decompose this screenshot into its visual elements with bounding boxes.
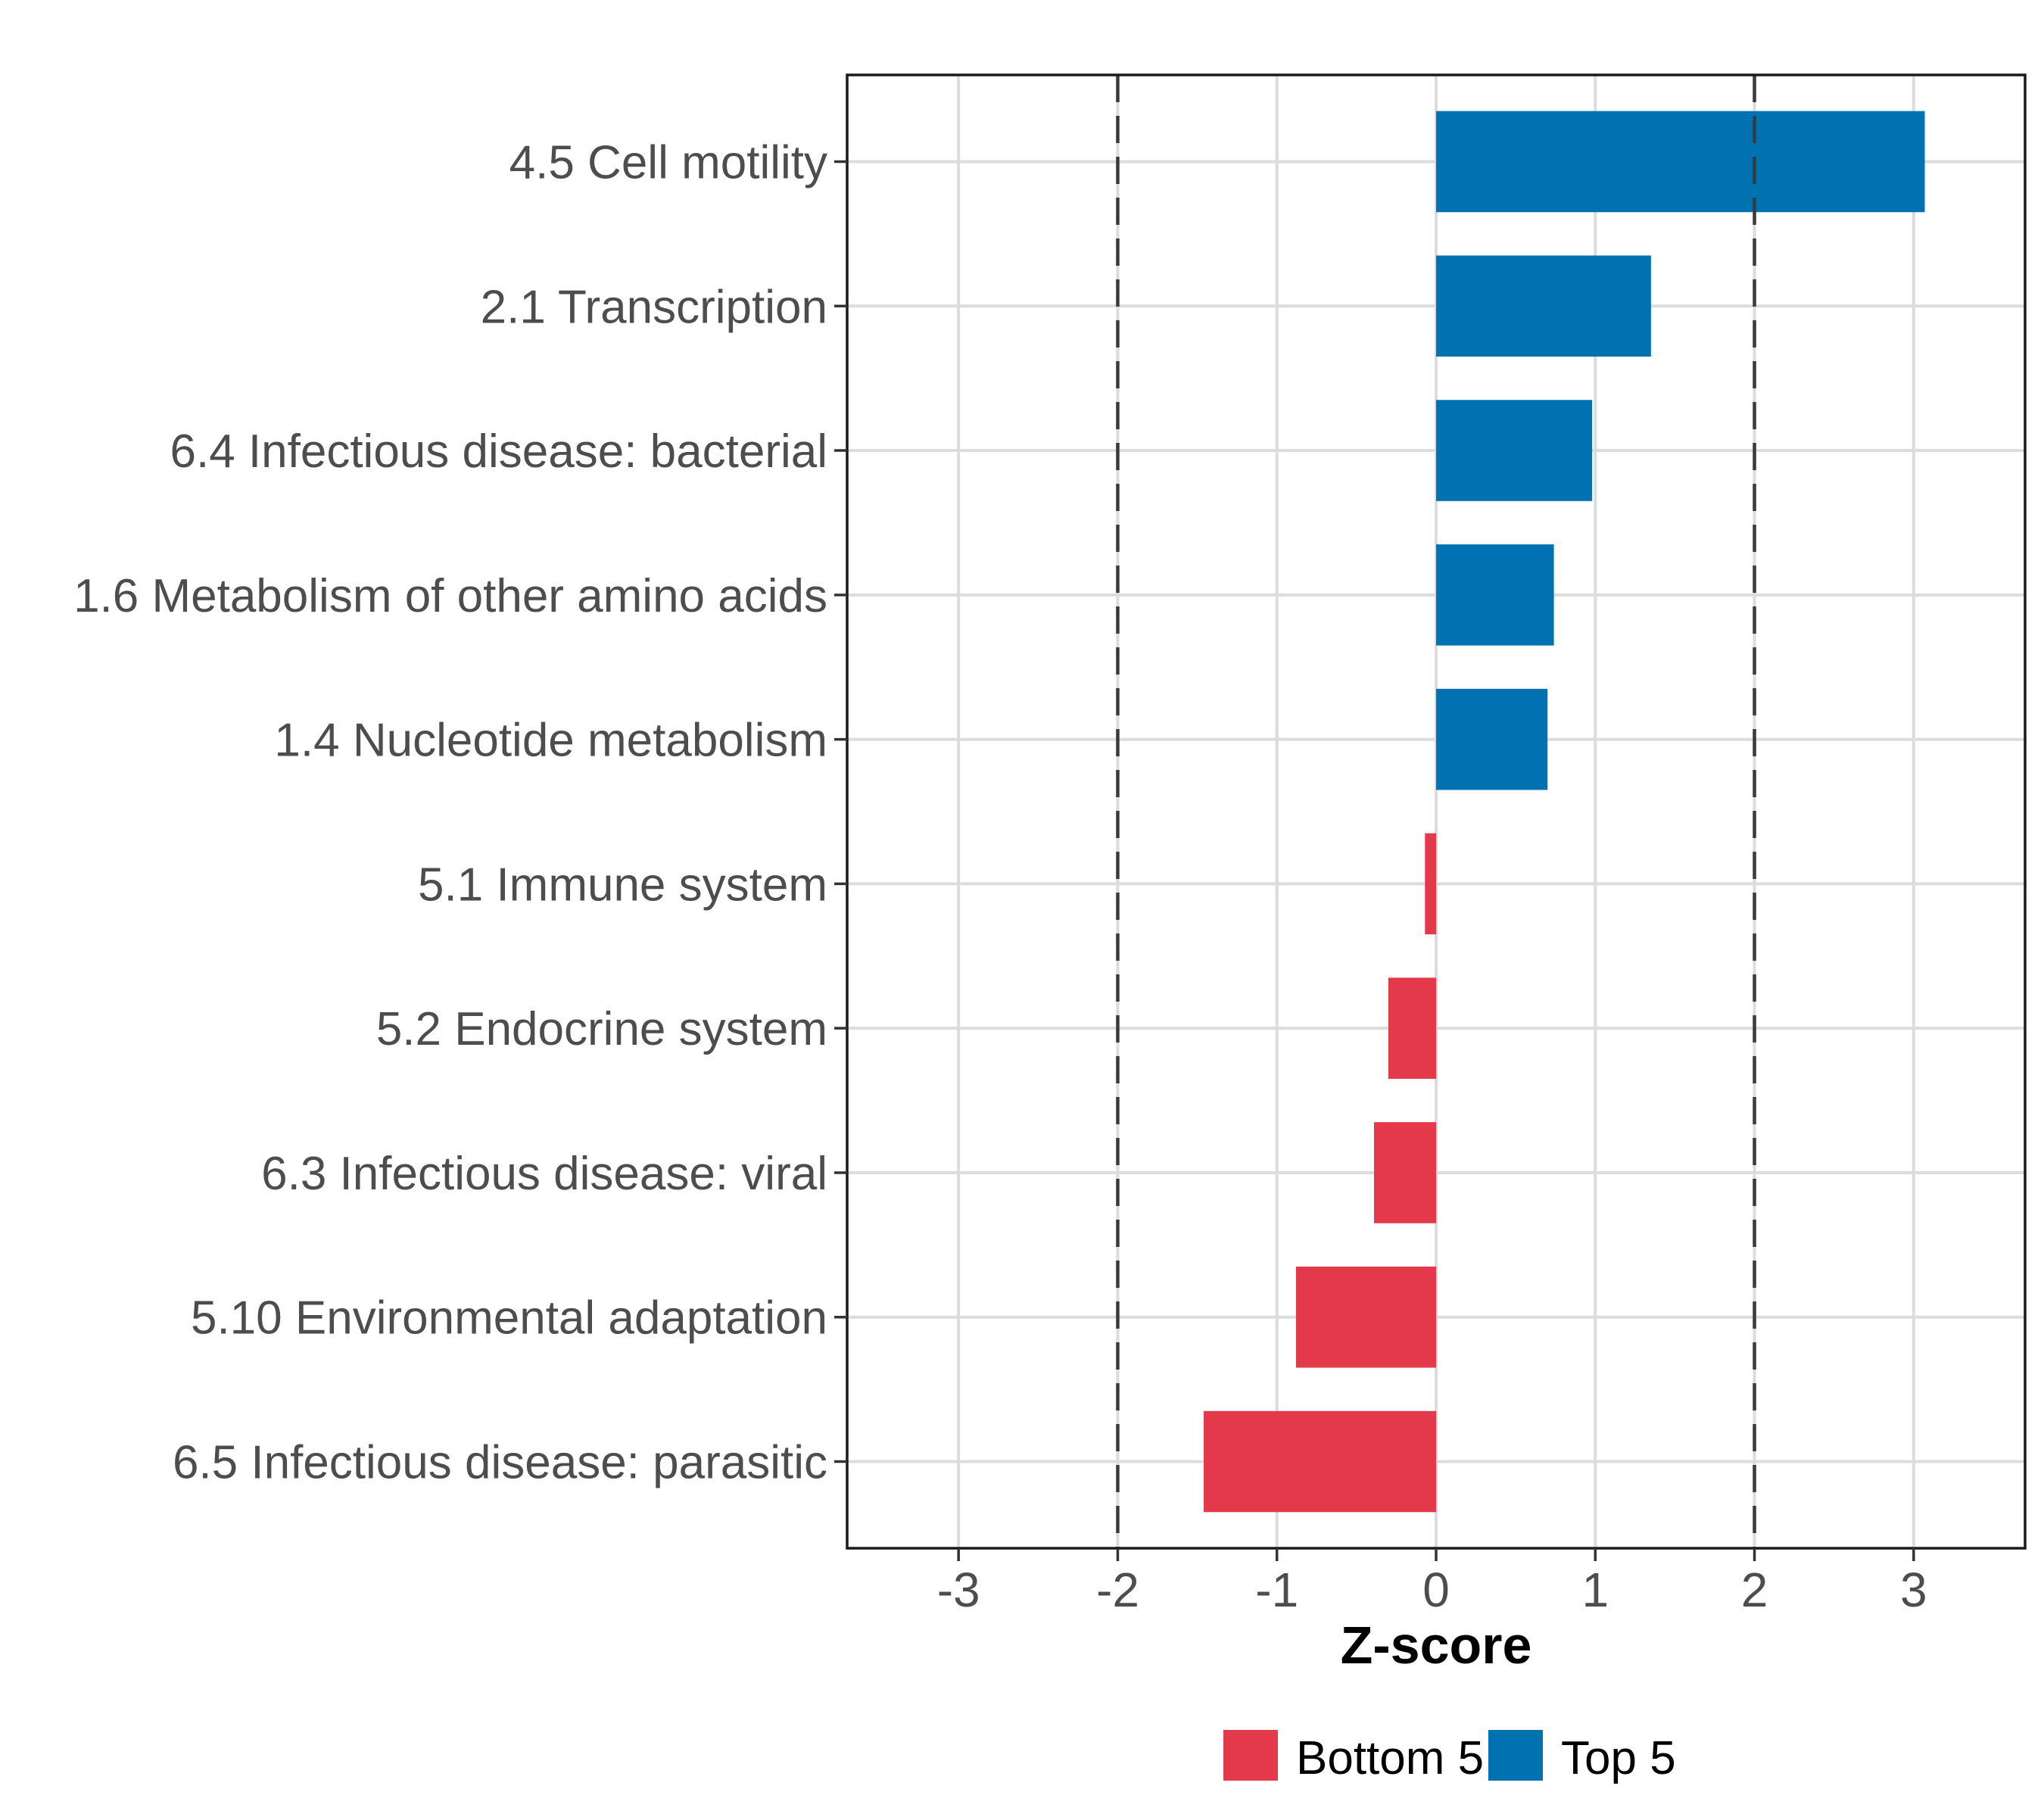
- y-axis-label-5-10-environmental-adaptation: 5.10 Environmental adaptation: [191, 1292, 827, 1345]
- bar-1-6-metabolism-of-other-amino-acids: [1436, 544, 1554, 646]
- x-tick-label--3: -3: [937, 1563, 980, 1617]
- x-tick-label-0: 0: [1422, 1563, 1450, 1617]
- x-tick-label--1: -1: [1255, 1563, 1298, 1617]
- x-tick-label--2: -2: [1096, 1563, 1139, 1617]
- bar-6-4-infectious-disease-bacterial: [1436, 400, 1593, 501]
- bar-5-10-environmental-adaptation: [1295, 1266, 1436, 1368]
- y-axis-label-1-6-metabolism-of-other-amino-acids: 1.6 Metabolism of other amino acids: [73, 570, 827, 622]
- y-axis-label-5-1-immune-system: 5.1 Immune system: [418, 859, 827, 911]
- y-axis-label-6-4-infectious-disease-bacterial: 6.4 Infectious disease: bacterial: [170, 425, 827, 478]
- y-axis-label-1-4-nucleotide-metabolism: 1.4 Nucleotide metabolism: [274, 715, 827, 767]
- bar-5-2-endocrine-system: [1388, 977, 1436, 1079]
- x-tick-label-3: 3: [1900, 1563, 1927, 1617]
- legend-swatch-bottom-5: [1223, 1730, 1278, 1781]
- y-axis-label-2-1-transcription: 2.1 Transcription: [481, 281, 827, 333]
- y-axis-label-6-5-infectious-disease-parasitic: 6.5 Infectious disease: parasitic: [173, 1437, 827, 1489]
- x-tick-label-1: 1: [1581, 1563, 1609, 1617]
- legend-swatch-top-5: [1488, 1730, 1543, 1781]
- x-tick-label-2: 2: [1741, 1563, 1768, 1617]
- bar-5-1-immune-system: [1425, 833, 1436, 935]
- bar-6-3-infectious-disease-viral: [1373, 1122, 1436, 1223]
- x-axis-title: Z-score: [1341, 1616, 1532, 1675]
- bar-1-4-nucleotide-metabolism: [1436, 688, 1548, 790]
- bar-6-5-infectious-disease-parasitic: [1204, 1410, 1436, 1513]
- y-axis-label-5-2-endocrine-system: 5.2 Endocrine system: [376, 1003, 827, 1055]
- y-axis-label-4-5-cell-motility: 4.5 Cell motility: [509, 136, 827, 189]
- bar-2-1-transcription: [1436, 255, 1651, 357]
- legend-label-top-5: Top 5: [1561, 1732, 1676, 1784]
- legend-label-bottom-5: Bottom 5: [1296, 1732, 1484, 1784]
- bar-4-5-cell-motility: [1436, 111, 1925, 213]
- y-axis-label-6-3-infectious-disease-viral: 6.3 Infectious disease: viral: [261, 1148, 827, 1200]
